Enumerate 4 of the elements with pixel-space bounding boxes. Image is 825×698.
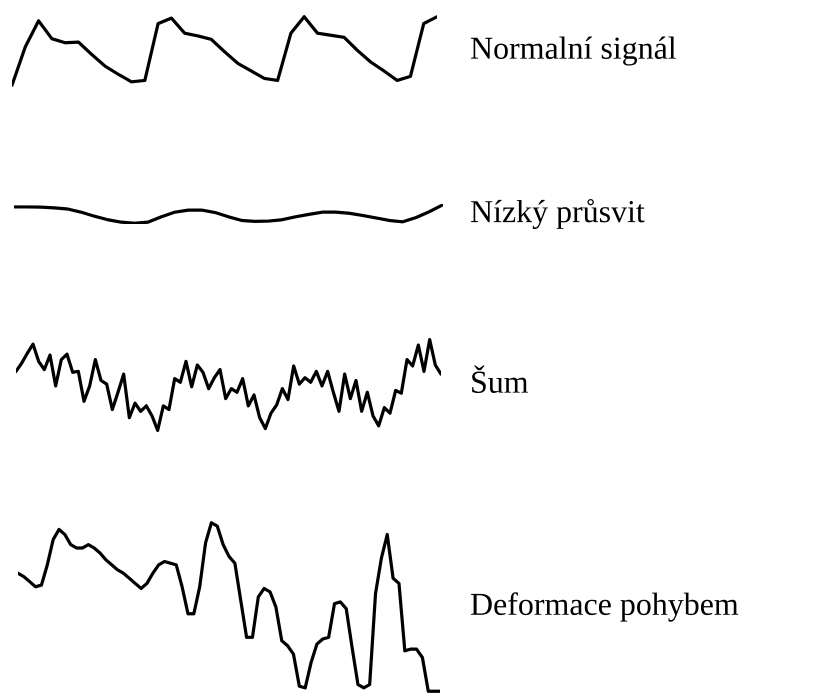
series-label: Nízký průsvit xyxy=(470,198,645,230)
series-label: Šum xyxy=(472,365,528,393)
series-label: Deformace pohybem xyxy=(470,592,738,622)
series-label: Normalní signál xyxy=(470,36,676,66)
